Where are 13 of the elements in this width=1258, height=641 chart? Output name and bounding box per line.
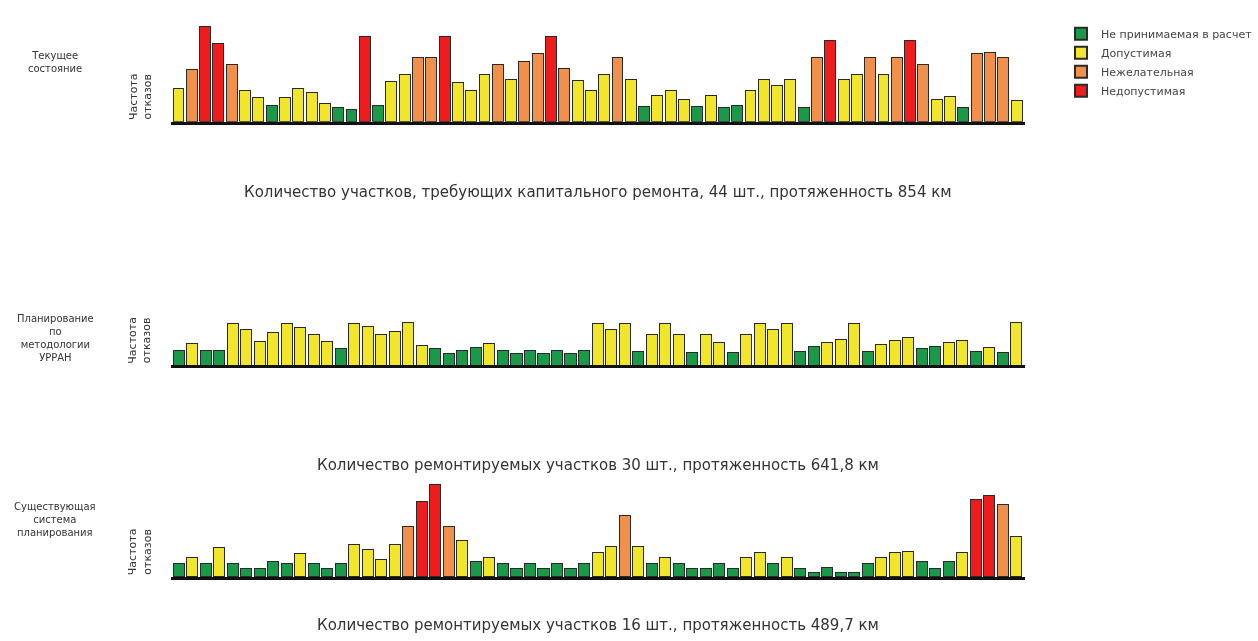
text: Количество ремонтируемых участков 30 шт., протяженность 641,8 км [317,456,879,474]
text: Текущее состояние [28,50,83,74]
text: Существующая система планирования [14,501,96,538]
text: Количество участков, требующих капитального ремонта, 44 шт., протяженность 854 км [244,183,952,201]
text: Планирование по методологии УРРАН [17,313,94,363]
legend-label: Недопустимая [1101,85,1186,99]
text: Количество ремонтируемых участков 16 шт., протяженность 489,7 км [317,616,879,634]
legend-label: Не принимаемая в расчет [1101,28,1253,42]
legend-label: Нежелательная [1101,66,1194,80]
y-axis-title: Частота отказов [126,528,154,576]
legend-label: Допустимая [1101,47,1172,61]
y-axis-title: Частота отказов [126,73,154,121]
y-axis-title: Частота отказов [125,317,154,364]
